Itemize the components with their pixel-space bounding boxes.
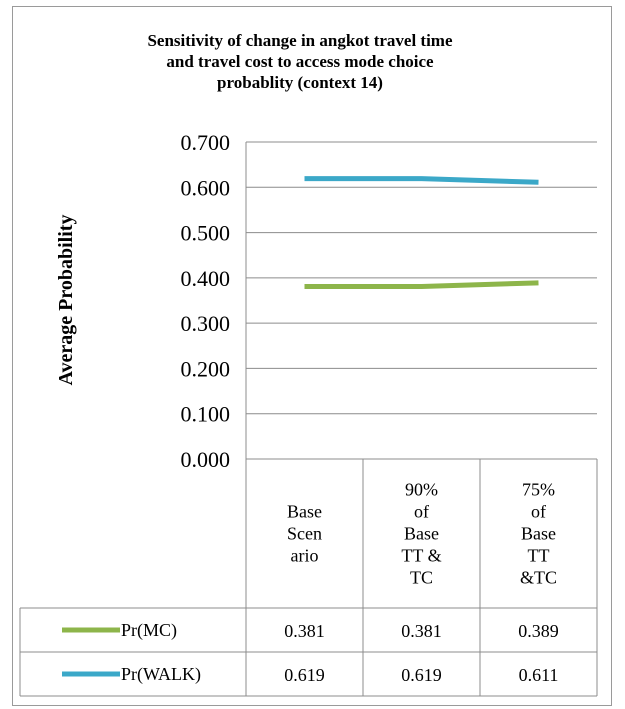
data-label: 0.611 [519, 665, 559, 685]
chart-title-line-1: Sensitivity of change in angkot travel t… [147, 31, 453, 50]
category-label: Base [404, 524, 439, 544]
chart-frame [12, 6, 612, 706]
legend-label-2: Pr(WALK) [121, 664, 201, 685]
data-label: 0.619 [401, 665, 442, 685]
y-tick-label: 0.000 [181, 447, 231, 472]
category-label: TT & [401, 546, 441, 566]
y-tick-label: 0.500 [181, 221, 231, 246]
chart-title: Sensitivity of change in angkot travel t… [80, 30, 520, 93]
y-tick-label: 0.100 [181, 402, 231, 427]
category-label: Base [287, 502, 322, 522]
category-label: Scen [287, 524, 322, 544]
series-line-2 [304, 176, 539, 185]
data-label: 0.381 [401, 621, 442, 641]
category-label: 90% [405, 480, 438, 500]
legend-label-1: Pr(MC) [121, 620, 177, 641]
data-label: 0.619 [284, 665, 325, 685]
y-tick-label: 0.400 [181, 266, 231, 291]
category-label: TT [528, 546, 550, 566]
series-line-1 [304, 280, 539, 289]
chart-title-line-3: probablity (context 14) [217, 73, 383, 92]
category-label: ario [291, 546, 319, 566]
category-label: 75% [522, 480, 555, 500]
category-label: of [414, 502, 429, 522]
y-tick-label: 0.200 [181, 356, 231, 381]
category-label: Base [521, 524, 556, 544]
category-label: &TC [520, 568, 557, 588]
category-label: of [531, 502, 546, 522]
y-tick-label: 0.600 [181, 175, 231, 200]
data-label: 0.389 [518, 621, 559, 641]
y-tick-label: 0.300 [181, 311, 231, 336]
y-axis-label: Average Probability [55, 215, 77, 386]
category-label: TC [410, 568, 433, 588]
data-label: 0.381 [284, 621, 325, 641]
y-tick-label: 0.700 [181, 130, 231, 155]
chart-title-line-2: and travel cost to access mode choice [166, 52, 434, 71]
